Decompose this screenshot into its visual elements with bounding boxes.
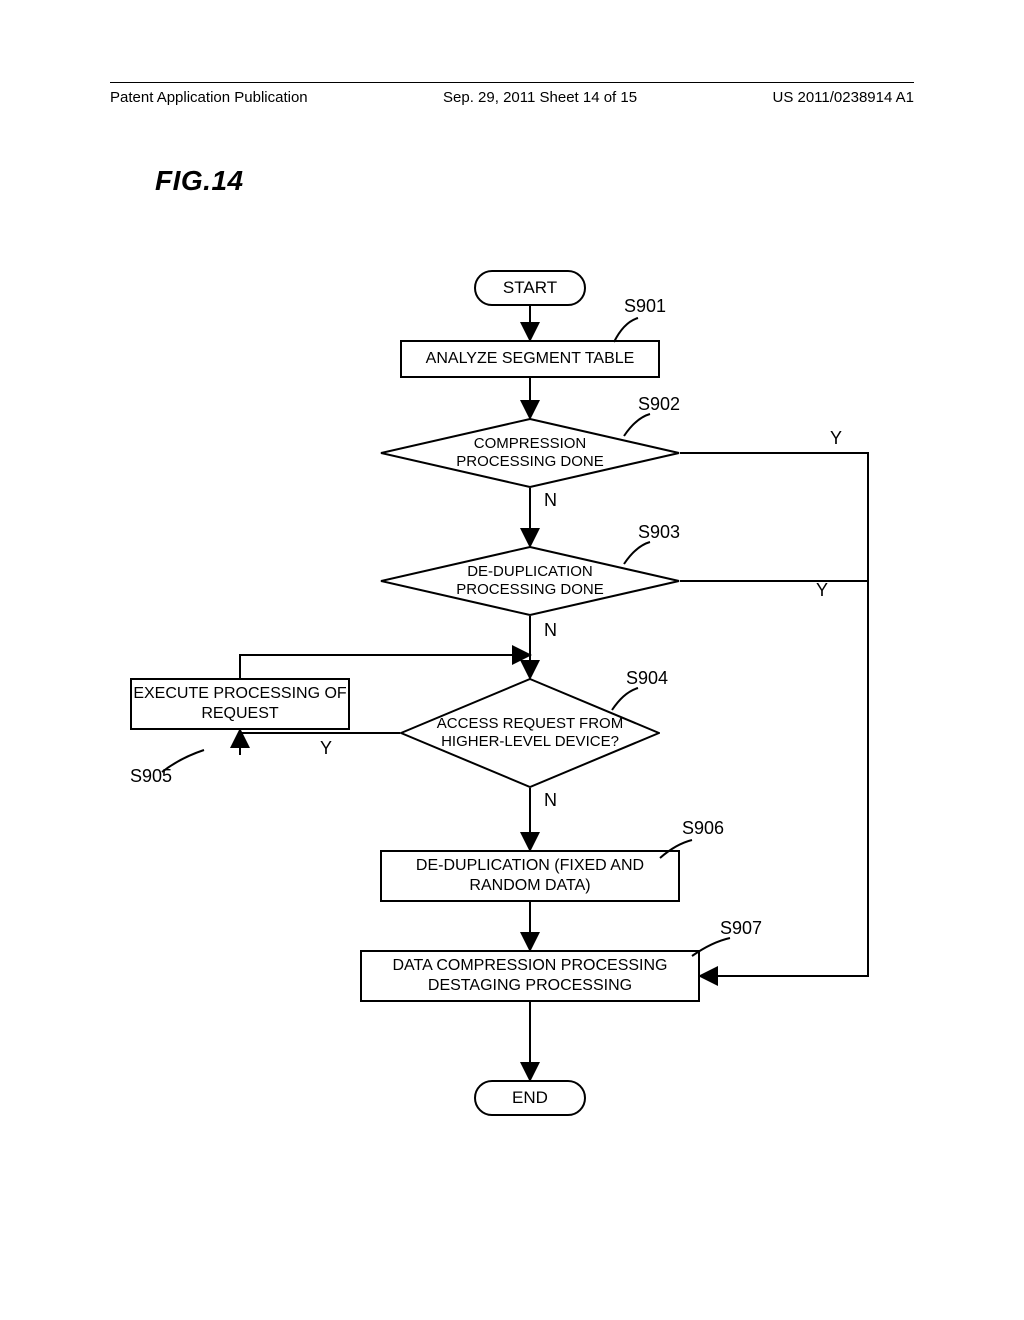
callout-s905 [158, 746, 208, 781]
figure-label: FIG.14 [155, 165, 244, 197]
s904-yes: Y [320, 738, 332, 759]
s904-text: ACCESS REQUEST FROM HIGHER-LEVEL DEVICE? [436, 715, 623, 751]
header-center: Sep. 29, 2011 Sheet 14 of 15 [443, 89, 637, 106]
header-right: US 2011/0238914 A1 [772, 89, 914, 106]
label-s901: S901 [624, 296, 666, 317]
s902-no: N [544, 490, 557, 511]
s903-yes: Y [816, 580, 828, 601]
callout-s904 [608, 684, 648, 719]
s902-text: COMPRESSION PROCESSING DONE [422, 435, 638, 471]
terminator-start: START [474, 270, 586, 306]
terminator-end: END [474, 1080, 586, 1116]
s903-no: N [544, 620, 557, 641]
flowchart: START ANALYZE SEGMENT TABLE S901 COMPRES… [0, 260, 1024, 1220]
header-left: Patent Application Publication [110, 89, 308, 106]
s901-text: ANALYZE SEGMENT TABLE [426, 349, 635, 369]
s906-text: DE-DUPLICATION (FIXED AND RANDOM DATA) [382, 856, 678, 896]
s904-no: N [544, 790, 557, 811]
s903-text: DE-DUPLICATION PROCESSING DONE [422, 563, 638, 599]
callout-s907 [688, 934, 734, 965]
s902-yes: Y [830, 428, 842, 449]
s905-text: EXECUTE PROCESSING OF REQUEST [132, 684, 348, 724]
callout-s901 [610, 316, 650, 351]
callout-s906 [656, 836, 696, 867]
process-s907: DATA COMPRESSION PROCESSING DESTAGING PR… [360, 950, 700, 1002]
page-header: Patent Application Publication Sep. 29, … [110, 82, 914, 106]
start-text: START [503, 278, 557, 298]
s907-text: DATA COMPRESSION PROCESSING DESTAGING PR… [362, 956, 698, 996]
process-s905: EXECUTE PROCESSING OF REQUEST [130, 678, 350, 730]
end-text: END [512, 1088, 548, 1108]
callout-s903 [620, 538, 660, 573]
callout-s902 [620, 410, 660, 445]
process-s906: DE-DUPLICATION (FIXED AND RANDOM DATA) [380, 850, 680, 902]
